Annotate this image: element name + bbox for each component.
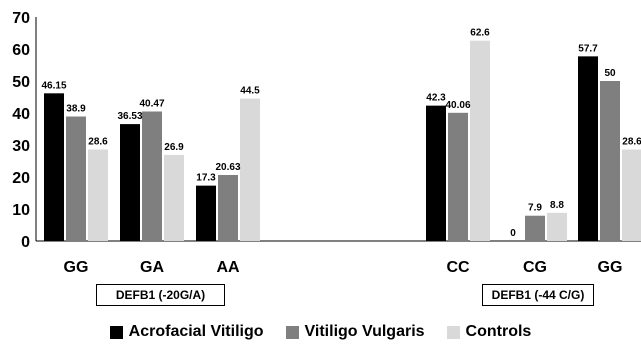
legend-swatch-controls (446, 325, 460, 339)
x-category-label: GA (140, 259, 164, 276)
data-label: 17.3 (196, 173, 216, 184)
data-label: 42.3 (426, 93, 446, 104)
data-labels: 46.15 38.9 28.6 36.53 40.47 26.9 17.320.63 44.5… (41, 28, 641, 239)
data-label: 36.53 (117, 111, 142, 122)
legend: Acrofacial Vitiligo Vitiligo Vulgaris Co… (0, 320, 641, 344)
data-label: 8.8 (550, 200, 564, 211)
data-label: 26.9 (164, 142, 184, 153)
bar (600, 81, 620, 241)
y-tick-label: 50 (12, 74, 30, 91)
bar (622, 149, 641, 241)
legend-swatch-vulgaris (285, 325, 299, 339)
data-label: 40.06 (445, 100, 470, 111)
x-category-label: AA (216, 259, 240, 276)
x-category-label: GG (598, 259, 623, 276)
data-label: 57.7 (578, 43, 598, 54)
legend-item-acrofacial: Acrofacial Vitiligo (109, 323, 264, 341)
legend-label-controls: Controls (465, 323, 532, 340)
data-label: 44.5 (240, 86, 260, 97)
legend-item-controls: Controls (446, 323, 532, 341)
y-tick-label: 70 (12, 10, 30, 27)
data-label: 0 (510, 228, 516, 239)
data-label: 46.15 (41, 80, 66, 91)
legend-swatch-acrofacial (109, 325, 123, 339)
bar (196, 185, 216, 241)
bar (547, 212, 567, 241)
y-tick-label: 60 (12, 42, 30, 59)
group-label-defb1-44cg: DEFB1 (-44 C/G) (482, 284, 594, 306)
data-label: 38.9 (66, 104, 86, 115)
group-label-defb1-20ga: DEFB1 (-20G/A) (96, 284, 225, 306)
bar (578, 56, 598, 241)
y-tick-label: 0 (21, 234, 30, 251)
data-label: 50 (604, 68, 616, 79)
bar (240, 98, 260, 241)
legend-label-acrofacial: Acrofacial Vitiligo (128, 323, 264, 340)
data-label: 40.47 (139, 98, 164, 109)
y-tick-label: 30 (12, 138, 30, 155)
bar (66, 116, 86, 241)
data-label: 62.6 (470, 28, 490, 39)
bar (448, 112, 468, 241)
data-label: 28.6 (88, 136, 108, 147)
y-tick-label: 10 (12, 202, 30, 219)
bar (218, 174, 238, 241)
y-tick-labels: 0 10 20 30 40 50 60 70 (12, 10, 30, 251)
legend-item-vulgaris: Vitiligo Vulgaris (285, 323, 425, 341)
data-label: 20.63 (215, 162, 240, 173)
category-labels: GG GA AA CC CG GG (64, 259, 623, 276)
x-category-label: CC (446, 259, 470, 276)
bar (164, 154, 184, 241)
bar (142, 111, 162, 241)
bar (88, 149, 108, 241)
data-label: 7.9 (528, 203, 542, 214)
y-tick-label: 20 (12, 170, 30, 187)
bars (44, 40, 641, 242)
bar (426, 105, 446, 241)
bar (470, 40, 490, 242)
bar (525, 215, 545, 241)
legend-label-vulgaris: Vitiligo Vulgaris (304, 323, 425, 340)
data-label: 28.6 (622, 136, 641, 147)
x-category-label: GG (64, 259, 89, 276)
y-tick-label: 40 (12, 106, 30, 123)
bar (120, 124, 140, 241)
x-category-label: CG (523, 259, 547, 276)
bar (44, 93, 64, 241)
